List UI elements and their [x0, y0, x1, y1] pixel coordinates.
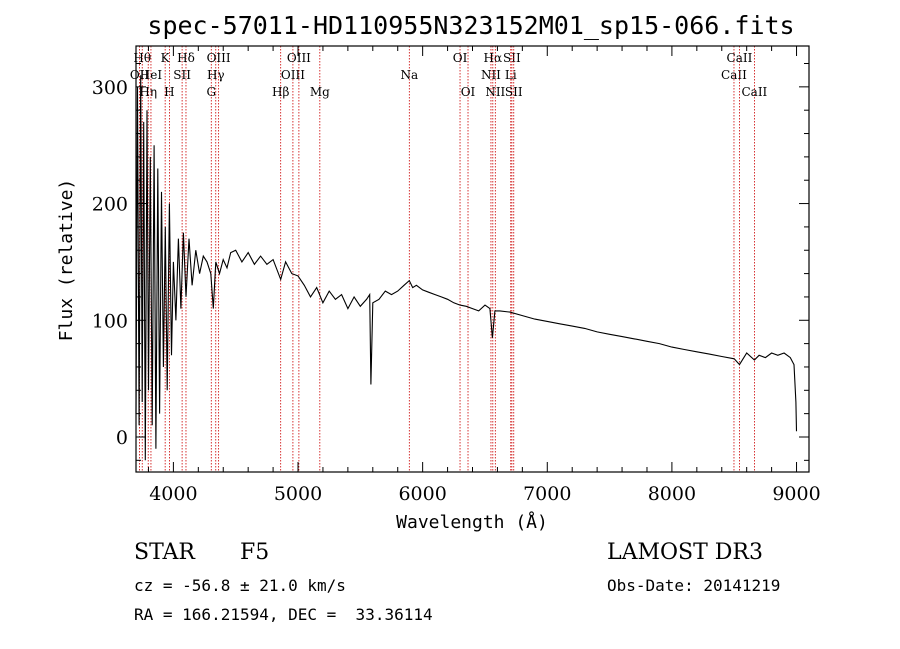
marker-label-3: HeI	[140, 68, 163, 82]
marker-label-22: SII	[503, 51, 521, 65]
y-axis-label: Flux (relative)	[56, 179, 77, 342]
marker-label-25: CaII	[727, 51, 753, 65]
object-subclass: F5	[240, 540, 270, 565]
marker-label-26: CaII	[741, 85, 767, 99]
x-tick-label-2: 6000	[398, 483, 446, 505]
survey-name: LAMOST DR3	[607, 540, 763, 565]
marker-label-11: Hβ	[272, 85, 289, 99]
marker-label-14: Mg	[310, 85, 330, 99]
x-tick-label-1: 5000	[274, 483, 322, 505]
marker-label-24: CaII	[721, 68, 747, 82]
marker-label-15: Na	[400, 68, 418, 82]
marker-label-21: Li	[505, 68, 517, 82]
x-tick-label-3: 7000	[523, 483, 571, 505]
redshift-value: cz = -56.8 ± 21.0 km/s	[134, 576, 346, 595]
marker-label-12: OIII	[281, 68, 305, 82]
obs-date: Obs-Date: 20141219	[607, 576, 781, 595]
marker-label-9: Hγ	[207, 68, 225, 82]
spectral-line-markers: Hθ OII Hη HeI K H SII Hδ G Hγ OIII Hβ OIII OIII Mg Na OI…	[130, 46, 768, 472]
marker-label-17: OI	[461, 85, 476, 99]
y-tick-label-3: 300	[92, 77, 128, 99]
coordinates: RA = 166.21594, DEC = 33.36114	[134, 605, 433, 624]
marker-label-19: Hα	[484, 51, 503, 65]
y-tick-label-1: 100	[92, 310, 128, 332]
marker-label-6: SII	[173, 68, 191, 82]
marker-label-1: OII	[130, 68, 150, 82]
marker-label-7: Hδ	[177, 51, 195, 65]
marker-label-20: NII	[485, 85, 505, 99]
marker-label-18: NII	[481, 68, 501, 82]
marker-label-5: H	[164, 85, 174, 99]
marker-label-4: K	[161, 51, 171, 65]
x-tick-label-4: 8000	[648, 483, 696, 505]
y-tick-label-0: 0	[116, 427, 128, 449]
chart-title: spec-57011-HD110955N323152M01_sp15-066.f…	[147, 11, 794, 40]
marker-label-23: SII	[505, 85, 523, 99]
x-axis-label: Wavelength (Å)	[396, 511, 548, 533]
marker-label-2: Hη	[139, 85, 157, 99]
y-tick-label-2: 200	[92, 194, 128, 216]
marker-label-10: OIII	[207, 51, 231, 65]
spectrum-line	[135, 75, 798, 461]
x-tick-label-5: 9000	[772, 483, 820, 505]
marker-label-0: Hθ	[133, 51, 151, 65]
object-class: STAR	[134, 540, 195, 565]
marker-label-16: OI	[453, 51, 468, 65]
x-tick-label-0: 4000	[149, 483, 197, 505]
marker-label-8: G	[206, 85, 216, 99]
plot-frame	[135, 45, 810, 473]
axis-ticks: 4000 5000 6000 7000 8000 9000 0 100 200 300	[92, 46, 821, 505]
marker-label-13: OIII	[287, 51, 311, 65]
